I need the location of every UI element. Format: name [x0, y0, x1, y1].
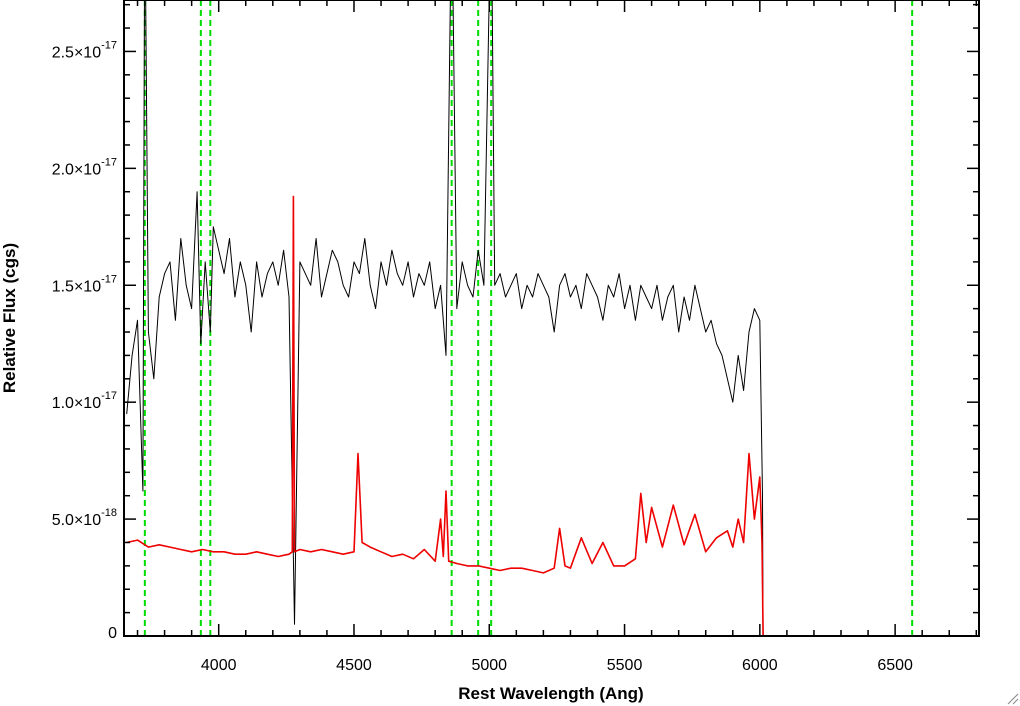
reference-lines — [143, 0, 914, 636]
resize-grip-icon — [1007, 693, 1019, 705]
plot-frame — [123, 0, 980, 637]
x-tick-label: 5500 — [607, 657, 643, 674]
x-tick-label: 6000 — [742, 657, 778, 674]
y-tick-label: 1.0×10-17 — [52, 390, 117, 412]
x-axis: 4000 4500 5000 5500 6000 6500 — [136, 0, 978, 674]
series-layer — [126, 0, 979, 636]
y-tick-label: 1.5×10-17 — [52, 273, 117, 295]
y-axis: 0 5.0×10-18 1.0×10-17 1.5×10-17 2.0×10-17 2.5… — [52, 3, 979, 642]
x-axis-title: Rest Wavelength (Ang) — [458, 684, 643, 703]
y-tick-label: 2.5×10-17 — [52, 39, 117, 61]
y-tick-label: 2.0×10-17 — [52, 156, 117, 178]
series-line-0 — [126, 0, 764, 636]
x-tick-label: 6500 — [877, 657, 913, 674]
x-tick-label: 4000 — [201, 657, 237, 674]
y-axis-title: Relative Flux (cgs) — [0, 243, 19, 393]
series-line-1 — [126, 195, 979, 636]
x-tick-label: 4500 — [336, 657, 372, 674]
y-tick-label: 0 — [108, 625, 117, 642]
y-tick-label: 5.0×10-18 — [52, 507, 117, 529]
x-tick-label: 5000 — [471, 657, 507, 674]
